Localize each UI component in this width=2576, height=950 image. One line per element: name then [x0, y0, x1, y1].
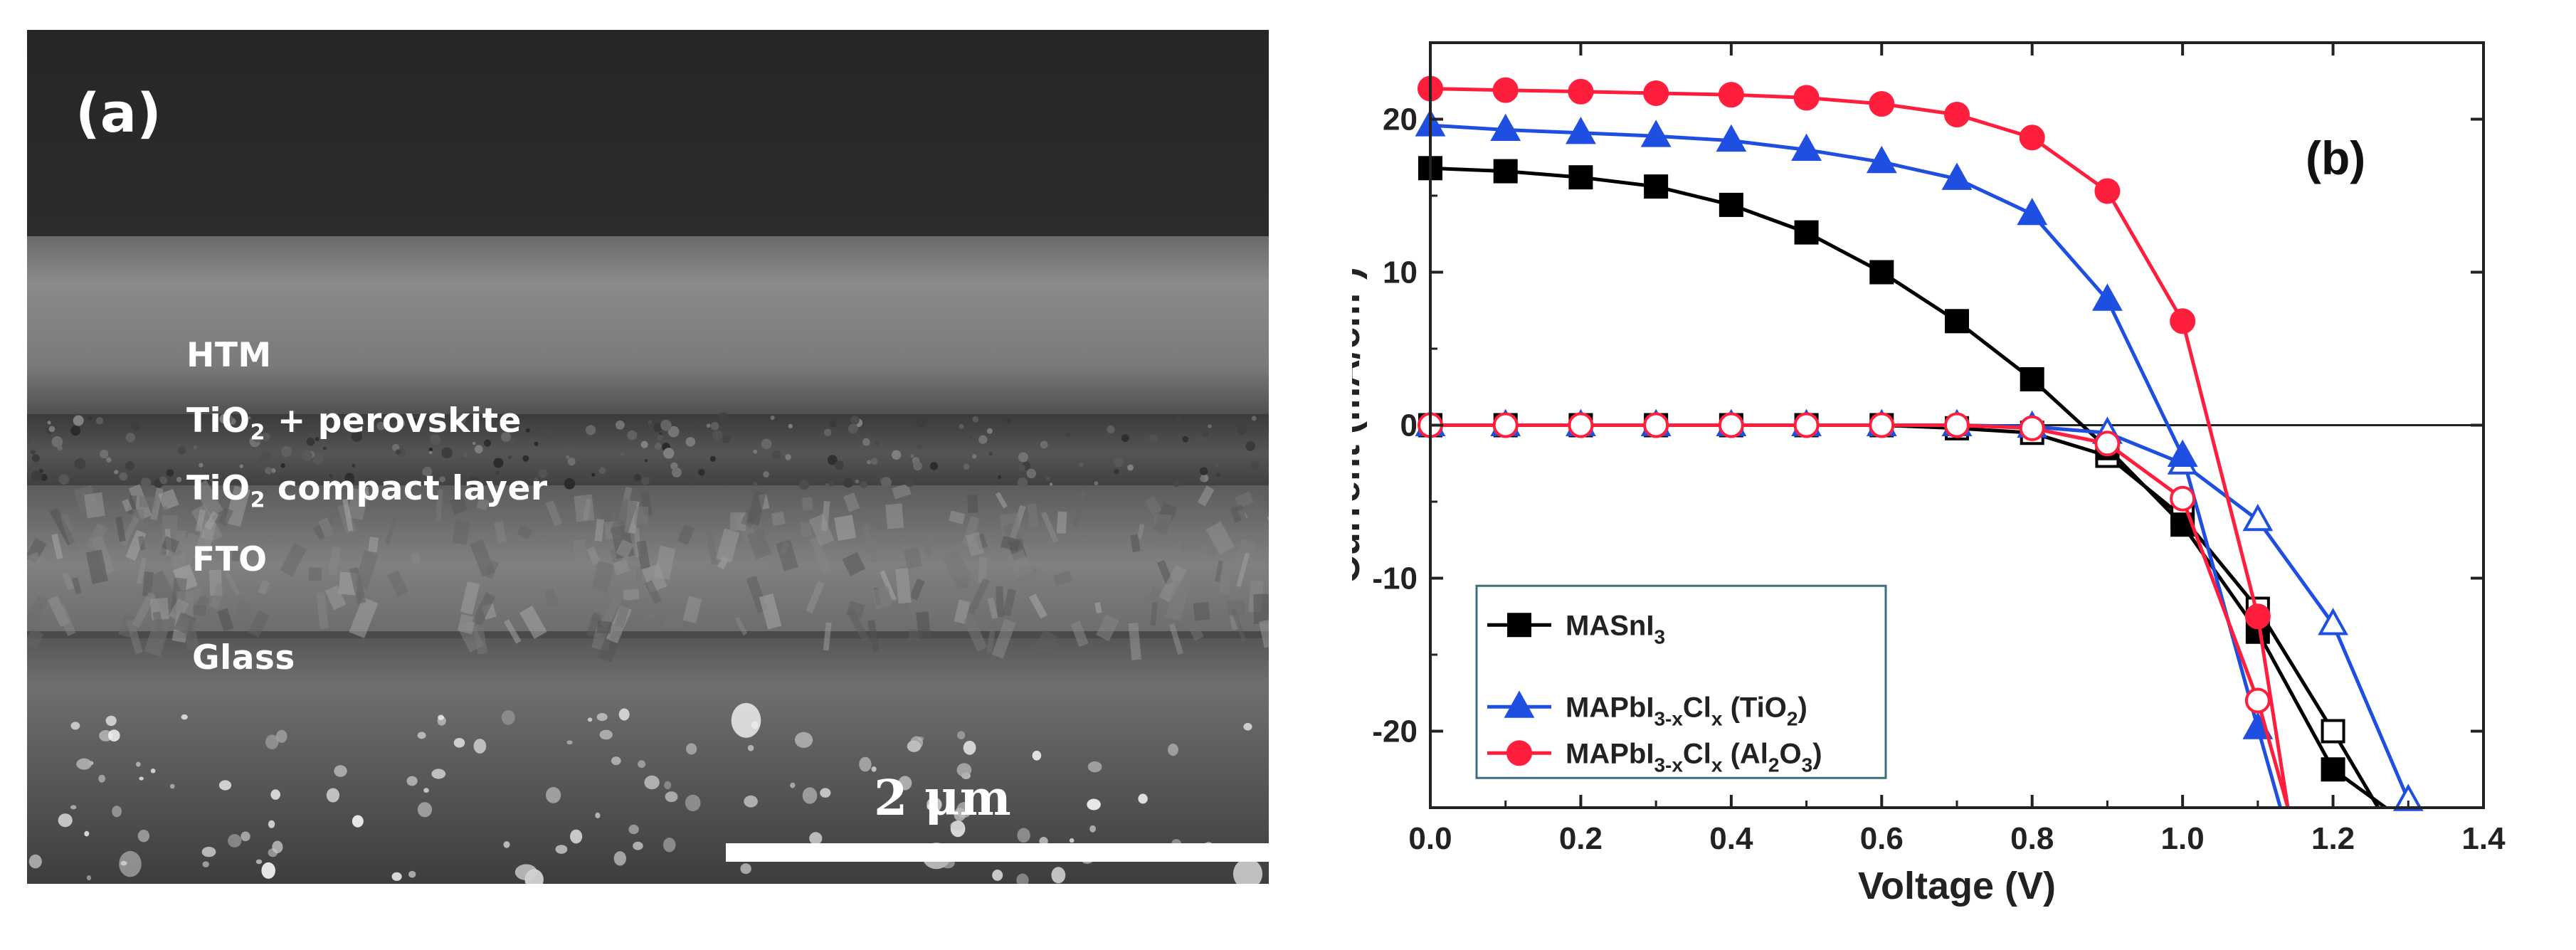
series-1-dark-point	[2392, 783, 2424, 811]
series-0-light-point	[1568, 165, 1593, 190]
panel-a-label: (a)	[75, 81, 162, 144]
series-2-dark-point	[1869, 412, 1895, 438]
legend-item-1: MAPbI3-xClx (TiO2)	[1487, 690, 1807, 729]
series-2-light-point	[1944, 102, 1970, 128]
legend-label: MAPbI3-xClx (TiO2)	[1566, 692, 1807, 729]
series-2-light-point	[1869, 91, 1895, 117]
series-2-dark-point	[1793, 412, 1820, 438]
layer-label-glass: Glass	[192, 638, 295, 677]
y-tick-label: 0	[1400, 408, 1418, 443]
series-2-light-point	[1492, 77, 1519, 103]
series-2-dark-point	[1718, 412, 1744, 438]
sem-cross-section-panel: (a) HTM TiO2 + perovskite TiO2 compact l…	[27, 30, 1278, 884]
legend-label: MAPbI3-xClx (Al2O3)	[1566, 738, 1822, 776]
x-axis-title: Voltage (V)	[1858, 865, 2056, 907]
legend-item-2: MAPbI3-xClx (Al2O3)	[1487, 738, 1822, 776]
series-1-light-point	[2017, 197, 2048, 226]
series-2-light-point	[2019, 125, 2045, 151]
series-2-dark-point	[2019, 415, 2045, 441]
series-2-light-point	[2244, 603, 2271, 630]
series-1-dark-point	[2318, 608, 2348, 635]
series-0-light-point	[2321, 757, 2345, 782]
legend-box	[1475, 584, 1887, 779]
series-1-light-point	[1791, 133, 1822, 161]
series-1-light-point	[1490, 113, 1521, 142]
layer-label-htm: HTM	[186, 336, 272, 375]
series-2-dark-point	[2170, 485, 2196, 512]
jv-chart: 0.0 0.2 0.4 0.6 0.8 1.0 1.2 1.4 20 10 0 -10 -20 Volt…	[1322, 41, 2506, 907]
series-0-light-point	[1869, 260, 1894, 285]
x-tick-label: 1.4	[2461, 821, 2506, 856]
series-1-light-point	[1566, 116, 1596, 144]
series-0-light-point	[1945, 309, 1969, 334]
series-0-light-point	[1644, 174, 1669, 199]
legend-marker	[1506, 740, 1532, 766]
series-1-light-point	[1866, 145, 1897, 174]
series-2-dark-point	[2094, 431, 2121, 457]
x-tick-label: 1.0	[2161, 821, 2205, 856]
legend: MASnI3 MAPbI3-xClx (TiO2) MAPbI3-xClx (Al2…	[1475, 584, 1887, 779]
series-2-dark-point	[2244, 687, 2271, 714]
sem-texture	[27, 412, 1278, 663]
layer-label-fto: FTO	[192, 540, 268, 579]
series-2-dark-point	[1944, 412, 1970, 438]
y-tick-label: -10	[1372, 561, 1418, 596]
x-tick-label: 0.0	[1408, 821, 1452, 856]
x-tick-label: 1.2	[2311, 821, 2355, 856]
series-2-dark-point	[1568, 412, 1594, 438]
series-2-light-point	[1643, 80, 1669, 106]
series-0-light-point	[2020, 367, 2044, 391]
series-0-dark-point	[2321, 719, 2345, 744]
series-1-light-point	[1640, 120, 1672, 147]
series-2-light-point	[1793, 85, 1820, 111]
series-2-light-point	[1568, 78, 1594, 105]
x-tick-label: 0.4	[1709, 821, 1753, 856]
layer-label-tio2-perovskite: TiO2 + perovskite	[186, 401, 522, 445]
legend-label: MASnI3	[1566, 610, 1665, 648]
y-axis-title: Current (mA/cm2)	[1352, 267, 1368, 584]
layer-label-tio2-compact: TiO2 compact layer	[186, 469, 548, 513]
scale-bar	[726, 843, 1272, 862]
series-1-light-point	[1941, 162, 1973, 190]
panel-b-label: (b)	[2306, 132, 2365, 184]
series-1-light-point	[1716, 124, 1747, 152]
series-1-light-point	[2092, 283, 2123, 311]
legend-item-0: MASnI3	[1487, 610, 1665, 648]
axes-layer: 0.0 0.2 0.4 0.6 0.8 1.0 1.2 1.4 20 10 0 -10 -20	[1372, 41, 2506, 856]
legend-marker	[1507, 613, 1531, 638]
x-tick-label: 0.6	[1860, 821, 1904, 856]
series-0-light-point	[1493, 159, 1518, 184]
y-tick-label: 20	[1383, 102, 1418, 137]
series-2-dark-point	[1492, 412, 1519, 438]
x-tick-label: 0.2	[1559, 821, 1603, 856]
glass-particles	[28, 702, 1263, 884]
series-2-light-point	[1718, 82, 1744, 108]
series-2-light-point	[2094, 178, 2121, 204]
legend-marker	[1504, 690, 1535, 718]
jv-chart-panel: 0.0 0.2 0.4 0.6 0.8 1.0 1.2 1.4 20 10 0 -10 -20 Volt…	[1322, 14, 2562, 939]
series-1-dark-point	[2242, 503, 2274, 532]
series-0-light-point	[1794, 220, 1819, 245]
series-0-light-point	[1719, 192, 1743, 217]
x-tick-label: 0.8	[2010, 821, 2054, 856]
series-2-dark-point	[1643, 412, 1669, 438]
series-2-light-point	[2170, 308, 2196, 334]
y-tick-label: 10	[1383, 255, 1418, 290]
scale-bar-label: 2 μm	[874, 770, 1011, 827]
y-tick-label: -20	[1372, 714, 1418, 749]
series-1-light-point	[2167, 439, 2198, 467]
sem-image	[27, 30, 1278, 884]
